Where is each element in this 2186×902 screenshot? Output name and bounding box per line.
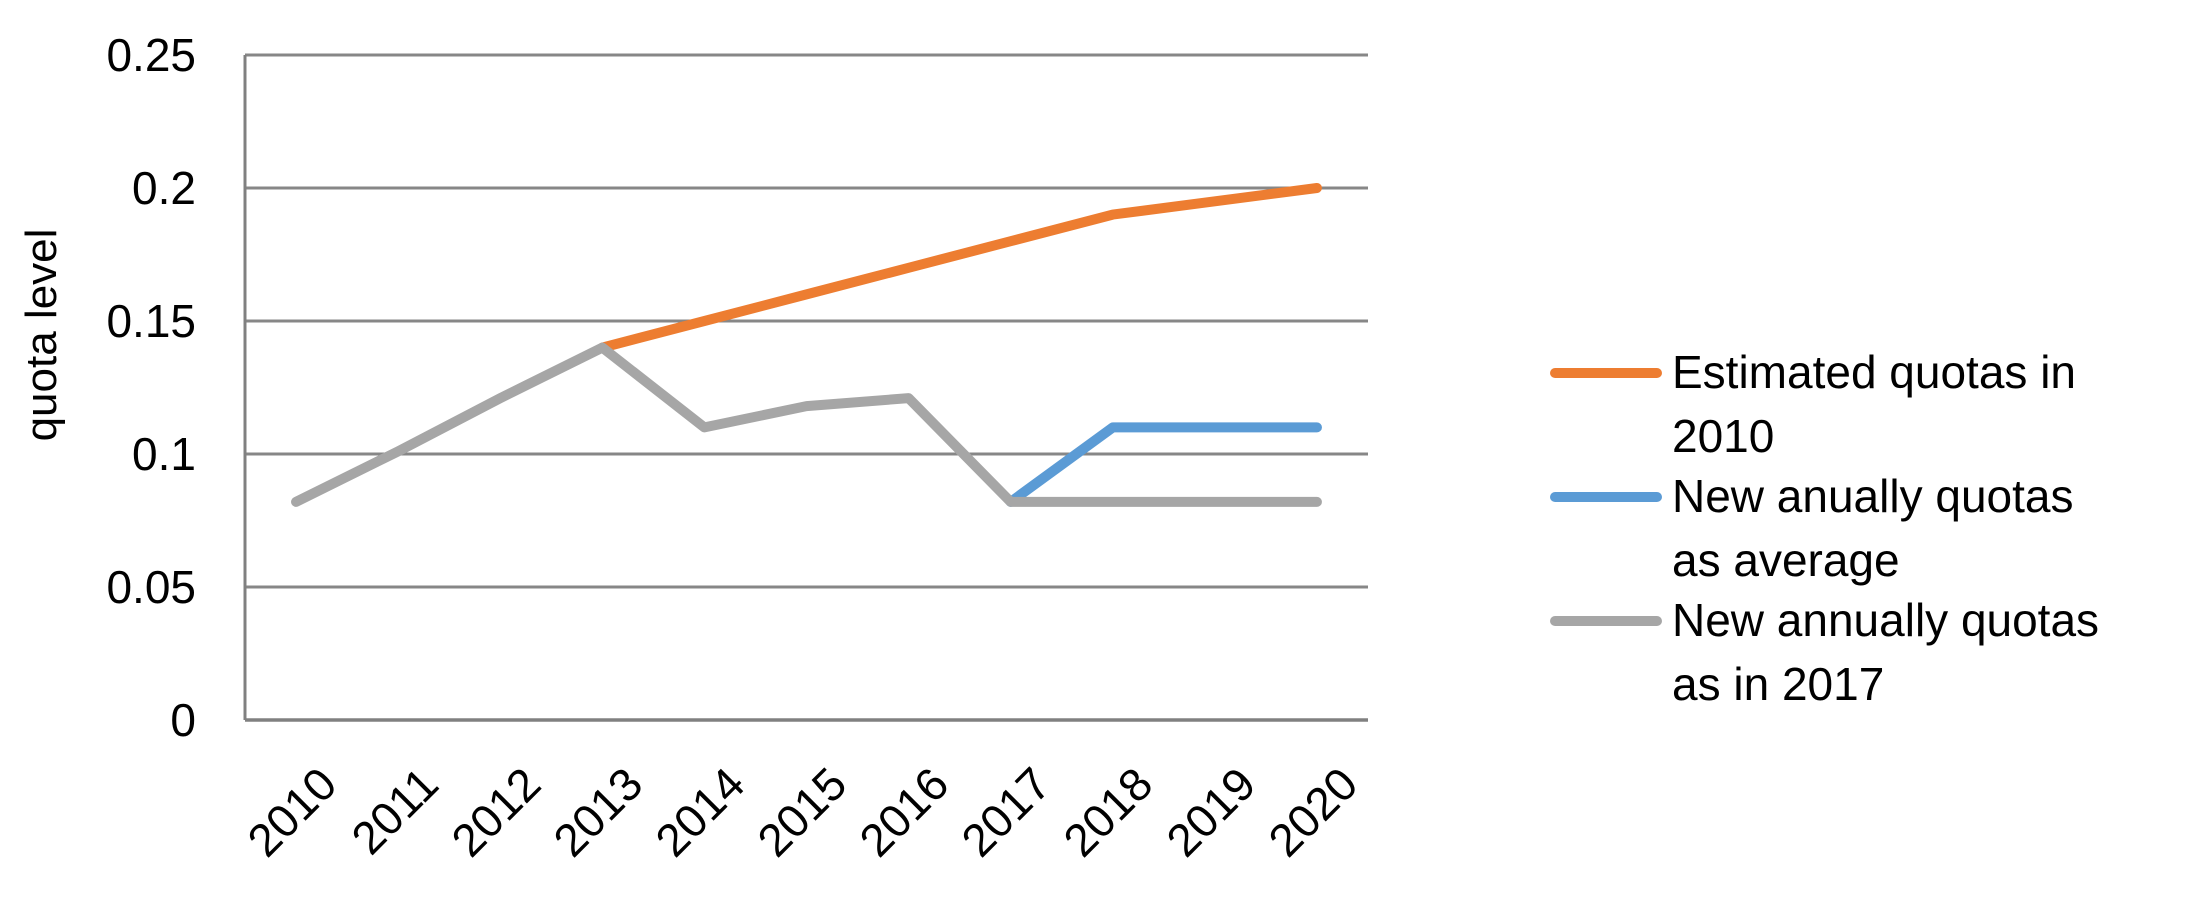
- legend-entry: New annually quotas as in 2017: [1550, 588, 2186, 716]
- y-tick-label: 0.2: [132, 162, 196, 214]
- legend-label: Estimated quotas in 2010: [1672, 340, 2186, 468]
- legend-entry: Estimated quotas in 2010: [1550, 340, 2186, 468]
- y-tick-label: 0: [170, 694, 196, 746]
- series-line: [291, 342, 1322, 507]
- legend-label-line: as in 2017: [1672, 658, 1885, 710]
- legend: Estimated quotas in 2010 New anually quota…: [1550, 0, 2186, 902]
- legend-label: New annually quotas as in 2017: [1672, 588, 2186, 716]
- series-line: [597, 183, 1322, 353]
- legend-line-swatch: [1550, 616, 1662, 626]
- legend-label-line: New anually quotas: [1672, 470, 2074, 522]
- y-axis-title: quota level: [17, 228, 66, 442]
- legend-label-line: New annually quotas: [1672, 594, 2100, 646]
- legend-line-swatch: [1550, 368, 1662, 378]
- legend-label-line: as average: [1672, 534, 1900, 586]
- y-tick-label: 0.05: [106, 561, 196, 613]
- legend-label-line: Estimated quotas in: [1672, 346, 2077, 398]
- legend-label: New anually quotas as average: [1672, 464, 2186, 592]
- series-line: [1005, 422, 1322, 507]
- y-tick-label: 0.1: [132, 428, 196, 480]
- y-tick-label: 0.15: [106, 295, 196, 347]
- y-tick-label: 0.25: [106, 29, 196, 81]
- legend-label-line: 2010: [1672, 410, 1775, 462]
- legend-entry: New anually quotas as average: [1550, 464, 2186, 592]
- legend-line-swatch: [1550, 492, 1662, 502]
